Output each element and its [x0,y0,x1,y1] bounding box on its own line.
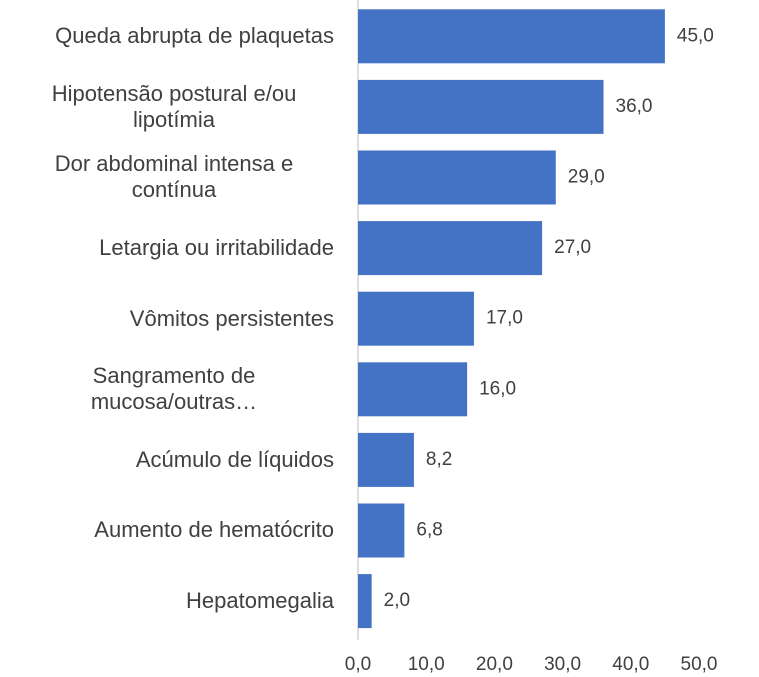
category-text: Vômitos persistentes [129,305,334,331]
category-text: Queda abrupta de plaquetas [55,23,334,49]
bar [358,79,604,134]
bar [358,574,372,629]
category-label: Hipotensão postural e/ou lipotímia [14,72,334,143]
category-label: Queda abrupta de plaquetas [14,1,334,72]
category-label: Acúmulo de líquidos [14,425,334,496]
value-label: 36,0 [616,96,653,117]
value-label: 27,0 [554,237,591,258]
category-label: Aumento de hematócrito [14,495,334,566]
bar [358,432,414,487]
category-text: Aumento de hematócrito [94,517,334,543]
category-text: Hepatomegalia [186,588,334,614]
value-label: 16,0 [479,378,516,399]
x-tick-label: 30,0 [544,654,581,675]
bar [358,503,405,558]
category-text: Letargia ou irritabilidade [99,235,334,261]
x-tick-label: 10,0 [408,654,445,675]
category-text: Dor abdominal intensa e contínua [54,151,294,203]
category-label: Letargia ou irritabilidade [14,213,334,284]
value-label: 45,0 [677,25,714,46]
value-label: 17,0 [486,308,523,329]
category-label: Hepatomegalia [14,566,334,637]
category-label: Dor abdominal intensa e contínua [14,142,334,213]
x-tick-label: 40,0 [612,654,649,675]
value-label: 6,8 [416,520,442,541]
value-label: 8,2 [426,449,452,470]
x-tick-label: 50,0 [681,654,718,675]
bar [358,362,468,417]
bar [358,221,543,276]
category-text: Acúmulo de líquidos [135,446,334,472]
x-tick-label: 20,0 [476,654,513,675]
bar [358,150,556,205]
value-label: 29,0 [568,167,605,188]
value-label: 2,0 [384,590,410,611]
bar [358,291,474,346]
category-text: Sangramento de mucosa/outras… [90,363,258,415]
category-label: Sangramento de mucosa/outras… [14,354,334,425]
category-label: Vômitos persistentes [14,283,334,354]
category-text: Hipotensão postural e/ou lipotímia [51,80,297,132]
x-tick-label: 0,0 [345,654,371,675]
bar [358,9,665,64]
